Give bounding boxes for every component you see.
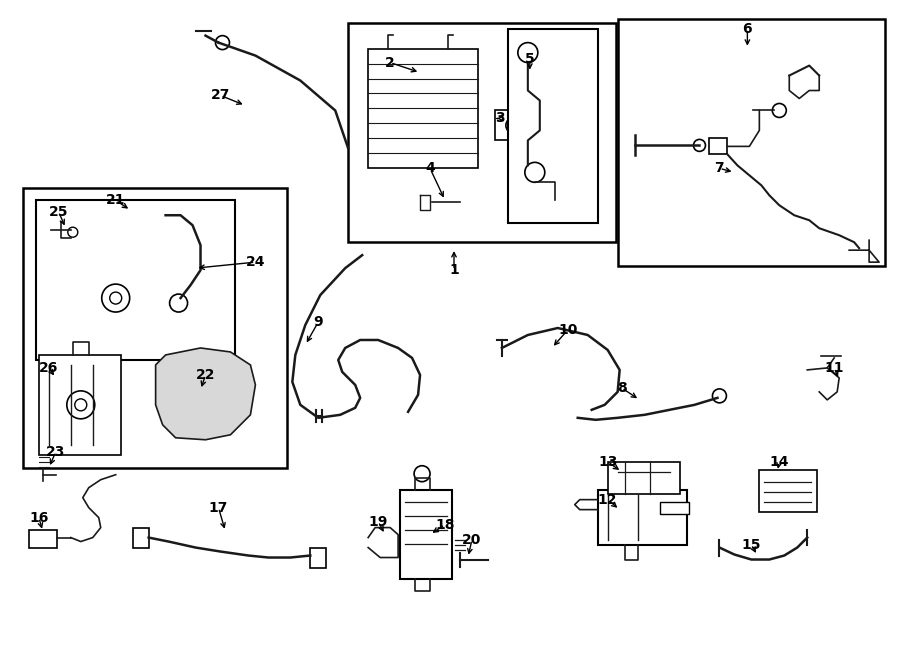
Bar [709, 138, 727, 155]
Text: 5: 5 [525, 52, 535, 65]
Bar [36, 200, 236, 360]
Text: 21: 21 [106, 193, 125, 208]
Circle shape [525, 163, 544, 182]
Bar [660, 502, 689, 514]
Bar [760, 470, 817, 512]
Circle shape [518, 42, 538, 63]
Text: 16: 16 [29, 510, 49, 525]
Bar [348, 22, 616, 242]
Bar [608, 462, 680, 494]
Text: 22: 22 [196, 368, 215, 382]
Polygon shape [156, 348, 256, 440]
Text: 18: 18 [436, 518, 454, 531]
Circle shape [215, 36, 230, 50]
Circle shape [49, 366, 73, 390]
Text: 6: 6 [742, 22, 752, 36]
Text: 12: 12 [598, 492, 617, 506]
Text: 17: 17 [209, 500, 229, 515]
Circle shape [56, 373, 66, 383]
Circle shape [713, 389, 726, 403]
Bar [508, 28, 598, 223]
Circle shape [67, 391, 94, 419]
Text: 23: 23 [46, 445, 66, 459]
Circle shape [772, 104, 787, 118]
Bar [368, 49, 478, 169]
Text: 14: 14 [770, 455, 789, 469]
Text: 3: 3 [495, 112, 505, 126]
Text: 8: 8 [616, 381, 626, 395]
Circle shape [68, 227, 77, 237]
Text: 2: 2 [385, 56, 395, 69]
Text: 7: 7 [715, 161, 724, 175]
Text: 26: 26 [40, 361, 58, 375]
Text: 1: 1 [449, 263, 459, 277]
Text: 9: 9 [313, 315, 323, 329]
Circle shape [694, 139, 706, 151]
Text: 24: 24 [246, 255, 266, 269]
Text: 13: 13 [598, 455, 617, 469]
Circle shape [414, 466, 430, 482]
Bar [495, 110, 533, 140]
Circle shape [110, 292, 122, 304]
Bar [400, 490, 452, 580]
Bar [310, 547, 327, 568]
Bar [617, 19, 885, 266]
Text: 15: 15 [742, 537, 761, 551]
Bar [29, 529, 57, 547]
Circle shape [102, 284, 130, 312]
Text: 10: 10 [558, 323, 578, 337]
Circle shape [169, 294, 187, 312]
Text: 11: 11 [824, 361, 844, 375]
Bar [598, 490, 688, 545]
Text: 4: 4 [425, 161, 435, 175]
Text: 19: 19 [368, 515, 388, 529]
Text: 27: 27 [211, 89, 230, 102]
Bar [22, 188, 287, 468]
Circle shape [506, 118, 522, 134]
Bar [39, 355, 121, 455]
Circle shape [75, 399, 86, 411]
Text: 20: 20 [463, 533, 482, 547]
Text: 25: 25 [50, 206, 68, 219]
Bar [132, 527, 148, 547]
